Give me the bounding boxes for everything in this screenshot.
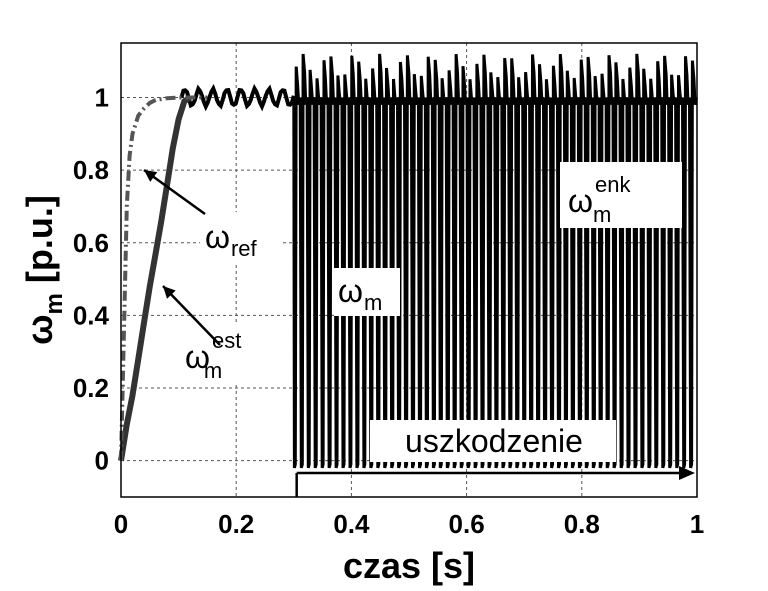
y-axis-label-unit: [p.u.]: [19, 195, 60, 293]
y-axis-label-symbol: ω: [19, 314, 60, 344]
y-axis-label-subscript: m: [41, 293, 68, 314]
y-tick-label: 0.4: [73, 300, 110, 330]
label-box-omega-m-enk: [560, 162, 682, 228]
label-omega-m-enk-superscript: enk: [595, 172, 631, 197]
label-omega-ref-subscript: ref: [231, 236, 258, 261]
y-tick-label: 0.6: [73, 228, 109, 258]
label-box-omega-m-est: [180, 325, 286, 383]
arrow-omega-m-est-head: [163, 286, 176, 299]
y-axis-label: ωm [p.u.]: [19, 195, 68, 345]
arrow-omega-ref-head: [144, 170, 158, 182]
label-omega-m-subscript: m: [364, 290, 382, 315]
fault-arrow-head: [679, 466, 695, 480]
label-box-omega-m: [334, 268, 400, 316]
series-omega-m: [179, 83, 296, 112]
x-tick-label: 0.6: [449, 509, 485, 539]
series-omega-ref: [119, 95, 208, 461]
plot-area: [118, 53, 698, 469]
y-tick-label: 1: [95, 82, 109, 112]
arrow-omega-ref: [143, 168, 206, 216]
x-tick-label: 0.4: [333, 509, 370, 539]
label-omega-m-symbol: ω: [338, 273, 363, 309]
label-omega-ref-symbol: ω: [205, 219, 230, 255]
label-box-omega-ref: [200, 212, 280, 262]
y-tick-label: 0.8: [73, 155, 109, 185]
series-omega-m-est: [118, 94, 192, 462]
label-omega-ref: ωref: [205, 219, 258, 261]
label-omega-m: ωm: [338, 273, 382, 315]
x-tick-label: 0: [114, 509, 128, 539]
label-omega-m-enk-subscript: m: [593, 202, 611, 227]
y-tick-label: 0.2: [73, 373, 109, 403]
y-tick-label: 0: [95, 446, 109, 476]
label-omega-m-est-symbol: ω: [185, 339, 210, 375]
label-box-uszkodzenie: [370, 420, 616, 462]
label-uszkodzenie: uszkodzenie: [405, 423, 583, 459]
label-omega-m-enk: ωenk m: [568, 172, 631, 227]
label-omega-m-est: ωest m: [185, 328, 241, 383]
x-tick-label: 0.2: [218, 509, 254, 539]
arrow-omega-m-est: [162, 285, 221, 346]
tick-labels: 0 0.2 0.4 0.6 0.8 1 0 0.2 0.4 0.6 0.8 1: [73, 82, 704, 539]
label-omega-m-est-subscript: m: [204, 358, 222, 383]
x-tick-label: 0.8: [564, 509, 600, 539]
label-omega-m-enk-symbol: ω: [568, 183, 593, 219]
x-axis-label: czas [s]: [343, 545, 475, 586]
series-omega-m-enk: [292, 53, 698, 469]
plot-frame: [120, 42, 698, 498]
x-tick-label: 1: [690, 509, 704, 539]
